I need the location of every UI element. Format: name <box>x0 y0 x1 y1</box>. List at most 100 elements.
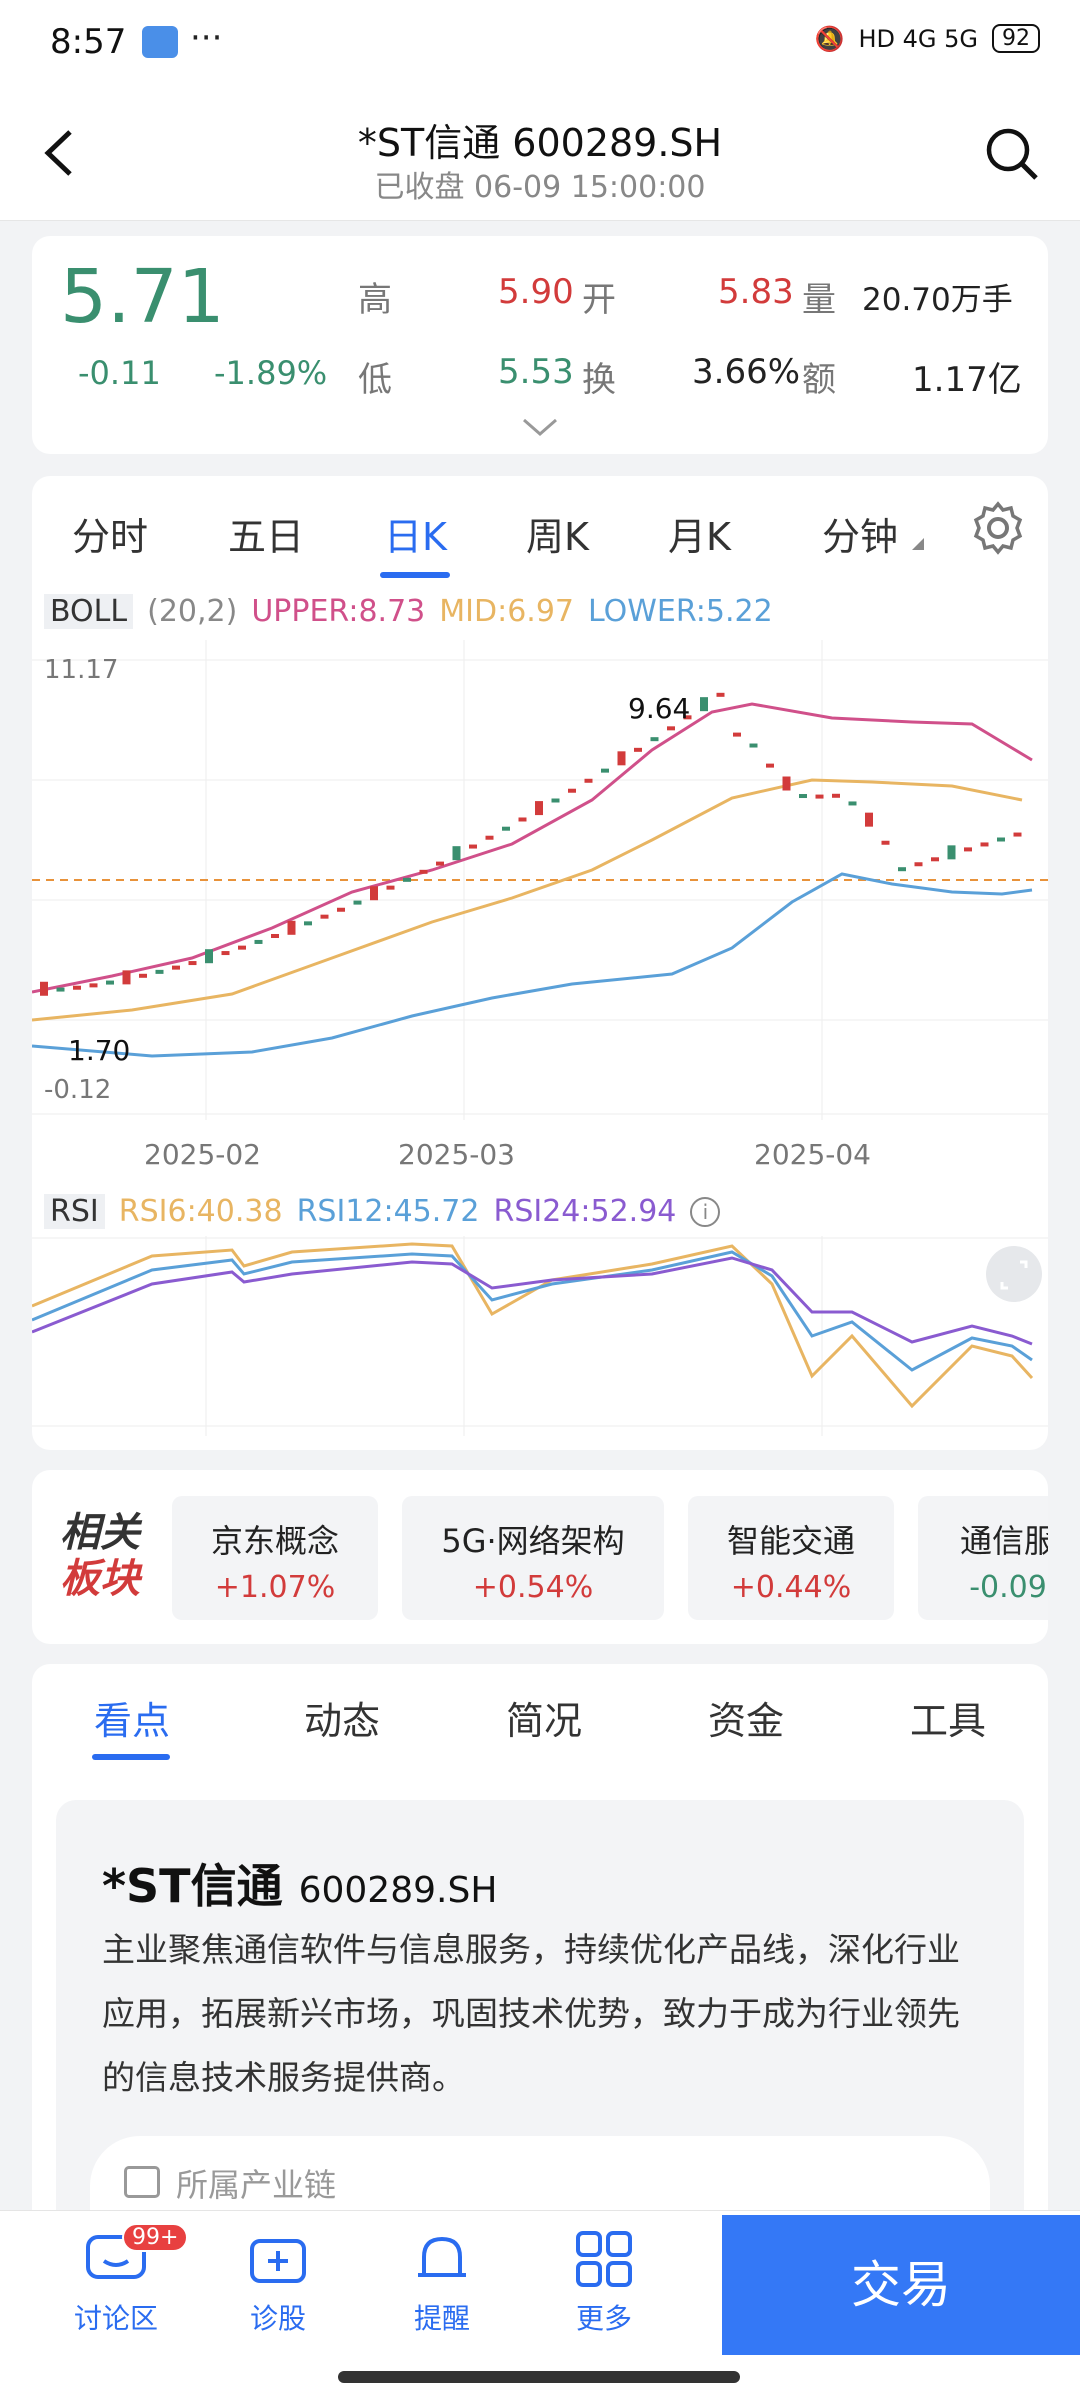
candlestick <box>518 817 527 822</box>
rsi12: RSI12:45.72 <box>296 1194 480 1229</box>
more-notifications-icon: ··· <box>190 18 223 58</box>
tab-overview[interactable]: 简况 <box>506 1699 583 1743</box>
nav-remind[interactable]: 提醒 <box>382 2231 502 2337</box>
y-axis-max: 11.17 <box>44 655 118 685</box>
candlestick <box>799 794 807 799</box>
tab-tools[interactable]: 工具 <box>910 1699 987 1743</box>
candlestick <box>634 747 642 752</box>
bottom-nav: 讨论区 99+ 诊股 提醒 更多 交易 <box>0 2210 1080 2401</box>
rsi6: RSI6:40.38 <box>118 1194 283 1229</box>
content-tabs: 看点 动态 简况 资金 工具 <box>32 1664 1048 1764</box>
sector-chip-5g[interactable]: 5G·网络架构 +0.54% <box>402 1496 664 1620</box>
expand-chevron-icon[interactable] <box>522 418 558 438</box>
high-marker: 9.64 <box>628 692 690 725</box>
y-axis-min: -0.12 <box>44 1075 111 1105</box>
price-change-pct: -1.89% <box>214 354 328 392</box>
rsi6-line <box>32 1242 1034 1409</box>
rsi-indicator-select[interactable]: RSI <box>44 1194 105 1229</box>
candlestick <box>122 970 131 985</box>
sectors-title: 相关 板块 <box>60 1510 140 1602</box>
boll-indicator-select[interactable]: BOLL <box>44 594 134 629</box>
candlestick <box>188 961 197 966</box>
candlestick <box>667 726 675 731</box>
candlestick <box>683 715 692 720</box>
candlestick <box>337 907 345 912</box>
candlestick <box>353 900 362 905</box>
candlestick <box>106 980 114 985</box>
trade-button[interactable]: 交易 <box>722 2215 1080 2355</box>
candlestick <box>452 846 461 861</box>
price-change: -0.11 <box>78 354 161 392</box>
status-right: 🔕 HD 4G 5G 92 <box>815 24 1040 53</box>
back-arrow-icon[interactable] <box>40 128 80 178</box>
candlestick <box>485 835 494 840</box>
tab-funds[interactable]: 资金 <box>708 1699 785 1743</box>
search-icon[interactable] <box>984 126 1040 182</box>
info-icon[interactable]: i <box>690 1196 721 1227</box>
related-sectors: 相关 板块 京东概念 +1.07% 5G·网络架构 +0.54% 智能交通 +0.44… <box>32 1470 1048 1644</box>
candlestick <box>254 939 263 944</box>
candlestick <box>749 743 758 748</box>
candlestick <box>568 788 576 793</box>
rsi-chart[interactable] <box>32 1236 1048 1436</box>
sector-chip-telecom[interactable]: 通信服 -0.09 <box>918 1496 1048 1620</box>
sector-chip-traffic[interactable]: 智能交通 +0.44% <box>688 1496 894 1620</box>
tab-monthly-k[interactable]: 月K <box>668 515 731 559</box>
volume-label: 量 <box>802 280 836 320</box>
candlestick <box>865 812 873 827</box>
tab-minute[interactable]: 分钟 <box>822 515 899 559</box>
candlestick <box>469 844 477 849</box>
candlestick <box>386 885 395 890</box>
candlestick <box>155 969 164 974</box>
open-value: 5.83 <box>718 272 794 312</box>
nav-diagnose[interactable]: 诊股 <box>218 2231 338 2337</box>
rsi-legend: RSI RSI6:40.38 RSI12:45.72 RSI24:52.94 i <box>44 1194 721 1229</box>
boll-params: (20,2) <box>147 594 238 629</box>
candlestick <box>617 751 626 766</box>
app-notification-icon <box>142 26 178 58</box>
stock-header: *ST信通 600289.SH 已收盘 06-09 15:00:00 <box>0 90 1080 221</box>
low-marker: 1.70 <box>68 1034 130 1067</box>
tab-highlights[interactable]: 看点 <box>94 1699 171 1743</box>
rsi24: RSI24:52.94 <box>493 1194 677 1229</box>
candlestick <box>881 840 890 845</box>
candlestick <box>931 857 939 862</box>
minute-dropdown-icon <box>912 538 924 550</box>
chart-settings-gear-icon[interactable] <box>970 500 1026 556</box>
x-tick-apr: 2025-04 <box>754 1138 871 1171</box>
boll-upper: UPPER:8.73 <box>251 594 426 629</box>
boll-legend: BOLL (20,2) UPPER:8.73 MID:6.97 LOWER:5.… <box>44 594 773 629</box>
nav-forum[interactable]: 讨论区 99+ <box>56 2223 189 2337</box>
candlestick <box>287 920 296 935</box>
boll-upper-line <box>32 702 1033 994</box>
volume-value: 20.70万手 <box>862 282 1013 318</box>
candlestick <box>832 793 840 798</box>
battery-icon: 92 <box>992 24 1040 53</box>
candlestick <box>914 862 923 867</box>
grid-more-icon <box>576 2231 632 2287</box>
candlestick <box>980 842 989 847</box>
sector-chip-jd[interactable]: 京东概念 +1.07% <box>172 1496 378 1620</box>
candlestick <box>947 845 956 860</box>
tab-daily-k[interactable]: 日K <box>384 515 447 559</box>
candlestick <box>304 921 312 926</box>
candlestick <box>205 949 213 964</box>
tab-news[interactable]: 动态 <box>304 1699 381 1743</box>
turnover-label: 换 <box>582 360 616 400</box>
x-tick-feb: 2025-02 <box>144 1138 261 1171</box>
nav-more[interactable]: 更多 <box>544 2231 664 2337</box>
amount-label: 额 <box>802 360 836 400</box>
kline-chart[interactable]: 11.17 -0.12 9.64 1.70 <box>32 640 1048 1120</box>
tab-weekly-k[interactable]: 周K <box>526 515 589 559</box>
candlestick <box>848 801 857 806</box>
candlestick <box>535 801 543 816</box>
tab-five-day[interactable]: 五日 <box>228 515 305 559</box>
candlestick <box>139 973 147 978</box>
status-time: 8:57 <box>50 22 127 62</box>
candlestick <box>40 981 48 996</box>
amount-value: 1.17亿 <box>912 360 1022 400</box>
candlestick <box>584 778 593 783</box>
candlestick <box>320 914 329 919</box>
diagnose-plus-icon <box>250 2239 306 2283</box>
tab-intraday[interactable]: 分时 <box>72 515 149 559</box>
